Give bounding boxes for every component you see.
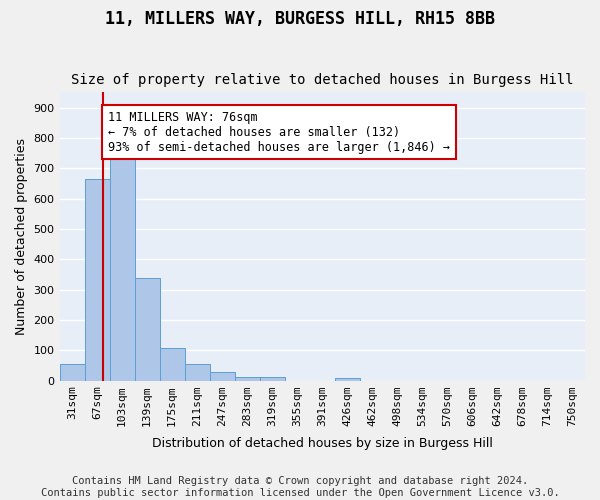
Bar <box>160 348 185 380</box>
Bar <box>185 364 209 380</box>
Text: Contains HM Land Registry data © Crown copyright and database right 2024.
Contai: Contains HM Land Registry data © Crown c… <box>41 476 559 498</box>
Title: Size of property relative to detached houses in Burgess Hill: Size of property relative to detached ho… <box>71 73 574 87</box>
X-axis label: Distribution of detached houses by size in Burgess Hill: Distribution of detached houses by size … <box>152 437 493 450</box>
Bar <box>59 364 85 380</box>
Bar <box>335 378 360 380</box>
Bar <box>85 179 110 380</box>
Bar <box>260 378 285 380</box>
Bar <box>110 153 134 380</box>
Bar <box>134 278 160 380</box>
Bar <box>235 376 260 380</box>
Y-axis label: Number of detached properties: Number of detached properties <box>15 138 28 335</box>
Bar <box>209 372 235 380</box>
Text: 11 MILLERS WAY: 76sqm
← 7% of detached houses are smaller (132)
93% of semi-deta: 11 MILLERS WAY: 76sqm ← 7% of detached h… <box>109 110 451 154</box>
Text: 11, MILLERS WAY, BURGESS HILL, RH15 8BB: 11, MILLERS WAY, BURGESS HILL, RH15 8BB <box>105 10 495 28</box>
